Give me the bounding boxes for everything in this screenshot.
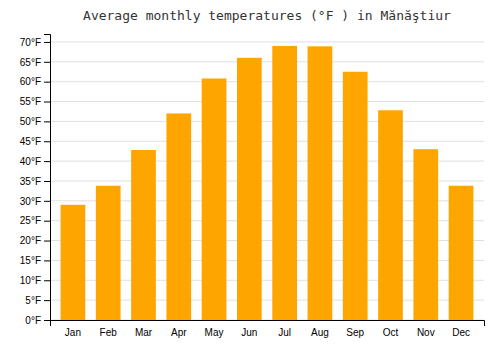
- tick: Jan: [65, 327, 81, 338]
- grid-line: [50, 61, 484, 62]
- tick-mark: [44, 201, 50, 202]
- tick-mark: [44, 260, 50, 261]
- tick-label: 40°F: [20, 156, 41, 167]
- tick-mark: [44, 42, 50, 43]
- tick: Oct: [383, 327, 399, 338]
- bar: [449, 186, 474, 320]
- tick: Mar: [135, 327, 153, 338]
- tick-mark: [44, 320, 50, 321]
- tick-label: 5°F: [25, 295, 41, 306]
- tick-mark: [44, 241, 50, 242]
- tick-mark: [44, 280, 50, 281]
- bar: [413, 149, 438, 320]
- tick-mark: [44, 62, 50, 63]
- axis-line: [44, 35, 51, 321]
- tick-label: Feb: [100, 327, 118, 338]
- tick-label: 30°F: [20, 196, 41, 207]
- tick-mark: [44, 300, 50, 301]
- tick: 50°F: [20, 116, 50, 127]
- tick-mark: [44, 82, 50, 83]
- tick-label: 45°F: [20, 136, 41, 147]
- bar: [272, 46, 297, 320]
- tick: 35°F: [20, 176, 50, 187]
- tick-label: Jan: [65, 327, 81, 338]
- tick-label: Oct: [383, 327, 399, 338]
- grid-line: [50, 141, 484, 142]
- tick-label: 0°F: [25, 315, 41, 326]
- grid-line: [50, 121, 484, 122]
- bar: [166, 113, 191, 320]
- tick-label: 50°F: [20, 116, 41, 127]
- bar: [61, 205, 86, 320]
- bar: [96, 186, 121, 320]
- tick: Jun: [241, 327, 257, 338]
- tick-label: Apr: [171, 327, 187, 338]
- tick-label: 55°F: [20, 96, 41, 107]
- tick: May: [205, 327, 224, 338]
- tick-label: Aug: [311, 327, 329, 338]
- grid: [50, 42, 484, 320]
- y-axis: 0°F 5°F 10°F 15°F 20°F 25°F 30°F 35°F 40°F 45°F 50…: [20, 35, 51, 326]
- tick-label: May: [205, 327, 224, 338]
- tick: Sep: [346, 327, 364, 338]
- tick-label: Nov: [417, 327, 435, 338]
- tick: Apr: [171, 327, 187, 338]
- tick: Nov: [417, 327, 435, 338]
- tick-mark: [44, 161, 50, 162]
- tick: 65°F: [20, 57, 50, 68]
- tick: 45°F: [20, 136, 50, 147]
- x-axis: Jan Feb Mar Apr May Jun Jul Aug Sep Oct Nov Dec: [51, 321, 485, 339]
- tick-label: Jul: [278, 327, 291, 338]
- tick-label: 70°F: [20, 37, 41, 48]
- tick-label: Dec: [452, 327, 470, 338]
- bar: [343, 72, 368, 320]
- tick: 60°F: [20, 76, 50, 87]
- tick: 0°F: [25, 315, 50, 326]
- tick: 10°F: [20, 275, 50, 286]
- bar: [202, 78, 227, 320]
- bar: [237, 58, 262, 320]
- tick-mark: [44, 121, 50, 122]
- tick: 5°F: [25, 295, 50, 306]
- tick-label: Sep: [346, 327, 364, 338]
- tick-mark: [44, 181, 50, 182]
- tick: Aug: [311, 327, 329, 338]
- tick: 30°F: [20, 196, 50, 207]
- tick-mark: [44, 102, 50, 103]
- tick-label: 35°F: [20, 176, 41, 187]
- tick-mark: [44, 141, 50, 142]
- tick: 25°F: [20, 215, 50, 226]
- tick-label: Mar: [135, 327, 153, 338]
- tick: 55°F: [20, 96, 50, 107]
- tick: 70°F: [20, 37, 50, 48]
- tick: 40°F: [20, 156, 50, 167]
- tick-label: 20°F: [20, 235, 41, 246]
- grid-line: [50, 41, 484, 42]
- bar: [308, 46, 333, 320]
- tick: Dec: [452, 327, 470, 338]
- axis-line: [51, 321, 485, 327]
- tick: Jul: [278, 327, 291, 338]
- grid-line: [50, 81, 484, 82]
- chart: 0°F 5°F 10°F 15°F 20°F 25°F 30°F 35°F 40°F 45°F 50…: [0, 0, 500, 350]
- bar: [131, 150, 156, 320]
- bar: [378, 110, 403, 320]
- tick-mark: [44, 221, 50, 222]
- tick-label: 10°F: [20, 275, 41, 286]
- plot-area: [61, 46, 474, 320]
- tick-label: 25°F: [20, 215, 41, 226]
- tick: 20°F: [20, 235, 50, 246]
- tick: 15°F: [20, 255, 50, 266]
- tick: Feb: [100, 327, 118, 338]
- title: Average monthly temperatures (°F ) in Mă…: [83, 8, 451, 23]
- tick-label: 65°F: [20, 57, 41, 68]
- tick-label: 15°F: [20, 255, 41, 266]
- tick-label: Jun: [241, 327, 257, 338]
- grid-line: [50, 101, 484, 102]
- tick-label: 60°F: [20, 76, 41, 87]
